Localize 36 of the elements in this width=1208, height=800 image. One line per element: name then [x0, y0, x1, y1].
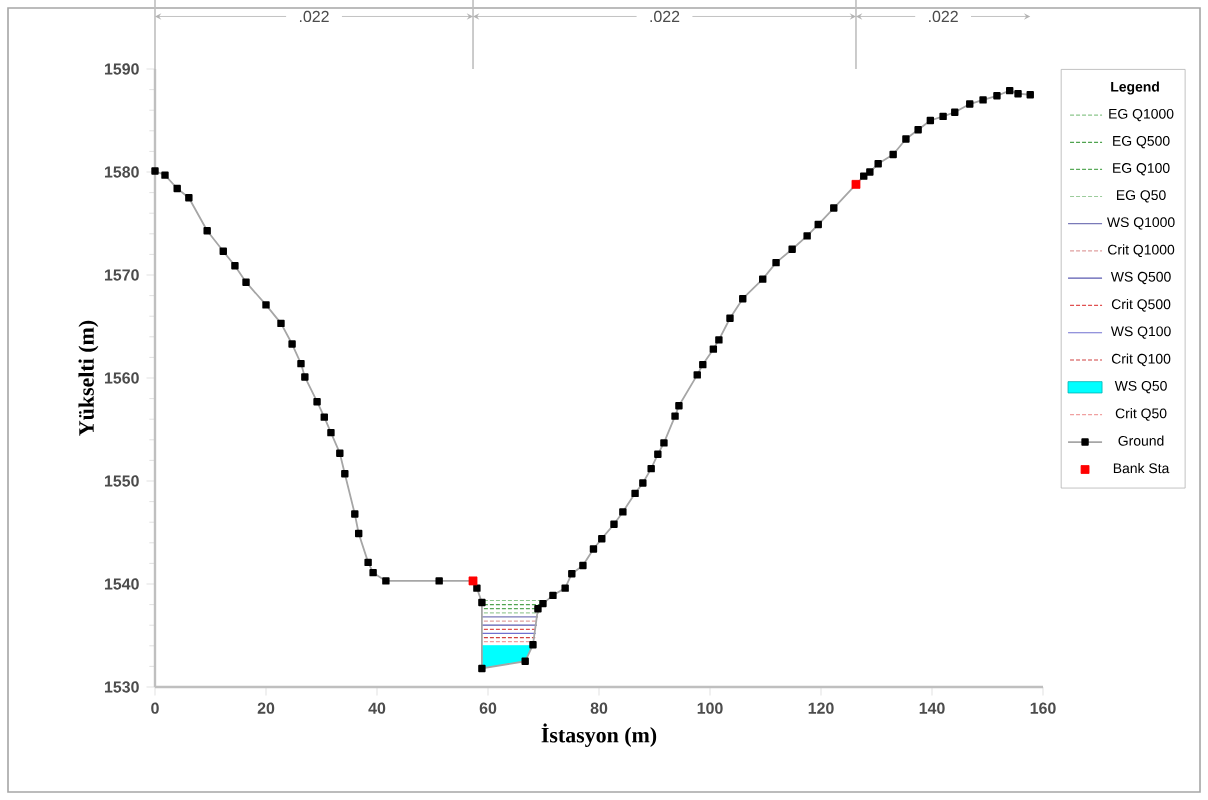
x-tick-label: 20 [257, 702, 275, 714]
legend-label: EG Q1000 [1109, 108, 1174, 122]
legend-label: EG Q500 [1113, 135, 1170, 149]
legend-title: Legend [1111, 81, 1159, 95]
y-tick-label: 1570 [105, 269, 139, 281]
legend-label: WS Q500 [1110, 271, 1171, 285]
legend-label: EG Q100 [1113, 163, 1170, 176]
text: .022 [650, 10, 680, 23]
x-axis-title: İstasyon (m) [541, 723, 657, 748]
y-tick-label: 1550 [105, 475, 139, 487]
y-tick-label: 1530 [105, 681, 139, 693]
legend-label: WS Q100 [1110, 326, 1171, 339]
y-tick-label: 1560 [105, 372, 139, 384]
x-tick-label: 160 [1030, 702, 1056, 714]
legend-label: WS Q1000 [1107, 217, 1175, 230]
legend-label: Crit Q500 [1111, 298, 1171, 312]
x-tick-label: 100 [697, 702, 723, 714]
legend-label: Crit Q100 [1111, 353, 1171, 367]
legend-label: Bank Sta [1113, 462, 1170, 474]
y-tick-label: 1580 [105, 166, 139, 178]
legend-label: Crit Q50 [1115, 408, 1167, 421]
x-tick-label: 140 [919, 702, 945, 714]
x-tick-label: 60 [479, 702, 497, 714]
legend-label: Ground [1118, 435, 1164, 446]
text: .022 [929, 10, 958, 23]
legend-label: Crit Q1000 [1108, 244, 1175, 258]
legend-label: EG Q50 [1117, 190, 1166, 203]
legend-label: WS Q50 [1114, 380, 1167, 394]
x-tick-label: 80 [590, 702, 608, 714]
y-tick-label: 1540 [105, 578, 139, 590]
x-tick-label: 0 [151, 702, 159, 714]
x-tick-label: 40 [368, 702, 386, 714]
x-tick-label: 120 [808, 702, 834, 714]
text: .022 [299, 10, 329, 23]
y-axis-title: Yükselti (m) [78, 320, 99, 436]
y-tick-label: 1590 [105, 63, 139, 75]
